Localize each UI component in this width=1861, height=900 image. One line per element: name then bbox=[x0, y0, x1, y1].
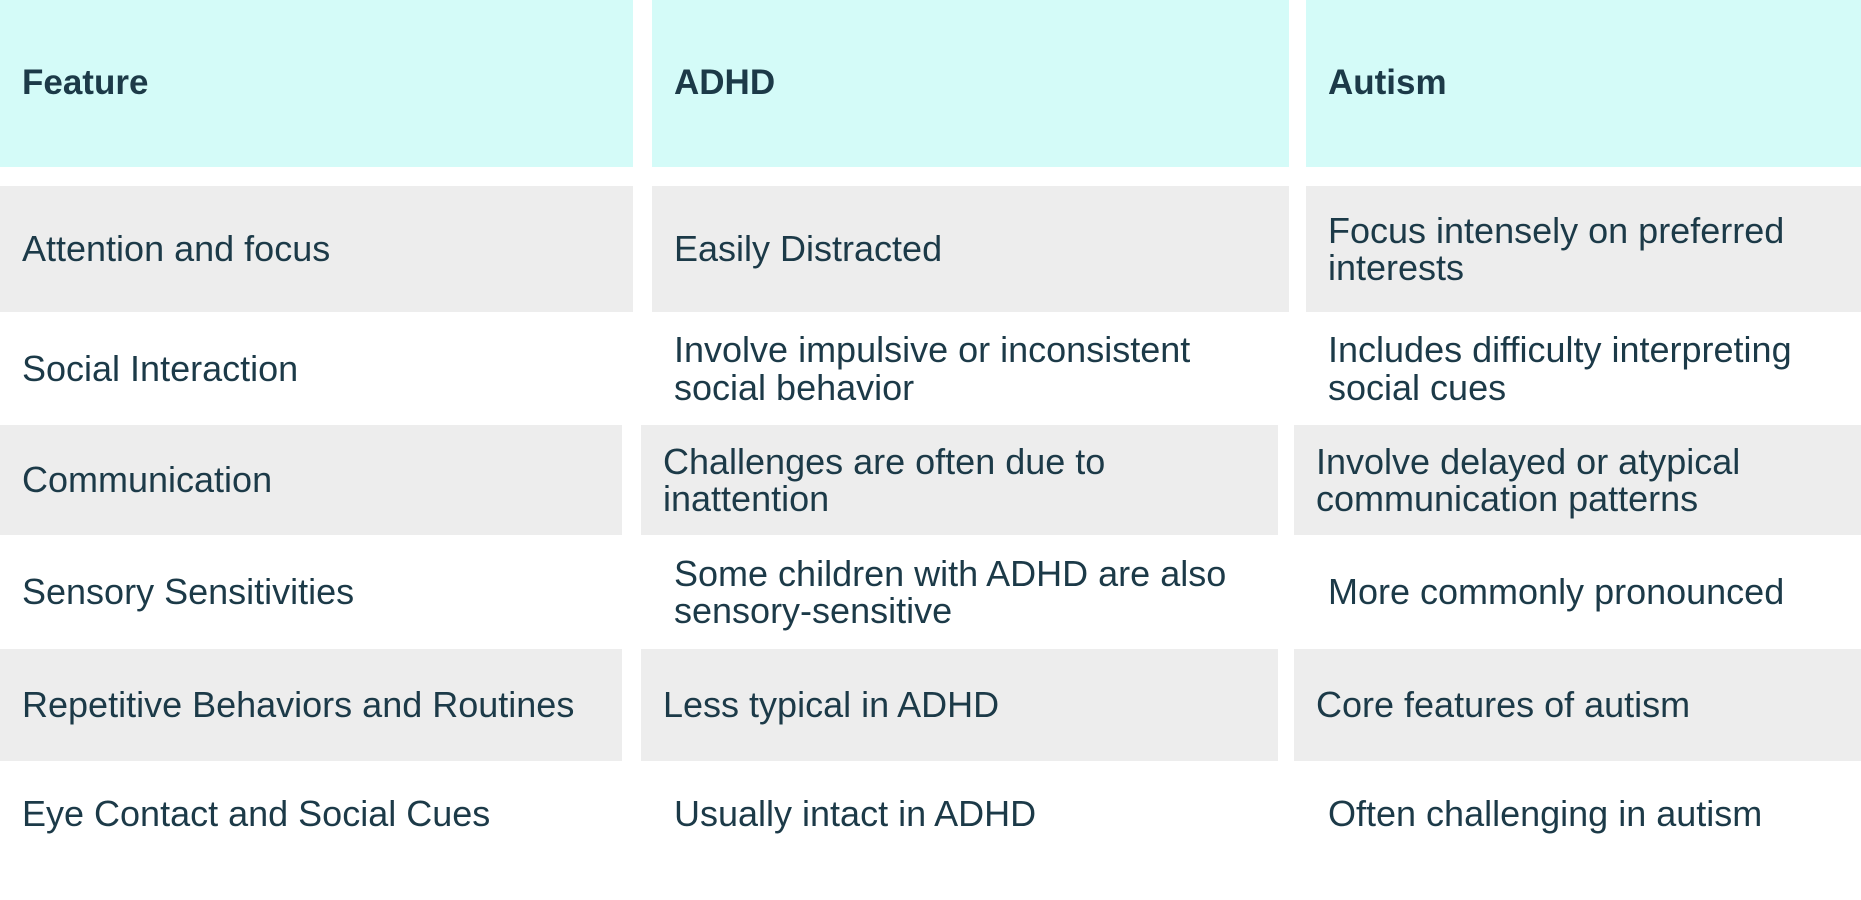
value-cell: Often challenging in autism bbox=[1328, 792, 1763, 834]
value-cell: Less typical in ADHD bbox=[641, 649, 1278, 761]
value-cell: Involve delayed or atypical communicatio… bbox=[1294, 425, 1861, 535]
value-cell: Some children with ADHD are also sensory… bbox=[674, 552, 1227, 631]
header-cell: Feature bbox=[0, 0, 633, 167]
feature-cell: Repetitive Behaviors and Routines bbox=[0, 649, 622, 761]
value-cell: More commonly pronounced bbox=[1328, 571, 1785, 613]
feature-cell: Social Interaction bbox=[22, 347, 299, 389]
feature-cell: Attention and focus bbox=[0, 186, 633, 312]
feature-cell: Communication bbox=[0, 425, 622, 535]
value-cell: Challenges are often due to inattention bbox=[641, 425, 1278, 535]
feature-cell: Eye Contact and Social Cues bbox=[22, 792, 491, 834]
value-cell: Usually intact in ADHD bbox=[674, 792, 1037, 834]
value-cell: Includes difficulty interpreting social … bbox=[1328, 329, 1792, 408]
value-cell: Core features of autism bbox=[1294, 649, 1861, 761]
header-cell: ADHD bbox=[652, 0, 1289, 167]
value-cell: Involve impulsive or inconsistent social… bbox=[674, 329, 1191, 408]
feature-cell: Sensory Sensitivities bbox=[22, 571, 355, 613]
value-cell: Focus intensely on preferred interests bbox=[1306, 186, 1861, 312]
value-cell: Easily Distracted bbox=[652, 186, 1289, 312]
header-cell: Autism bbox=[1306, 0, 1861, 167]
